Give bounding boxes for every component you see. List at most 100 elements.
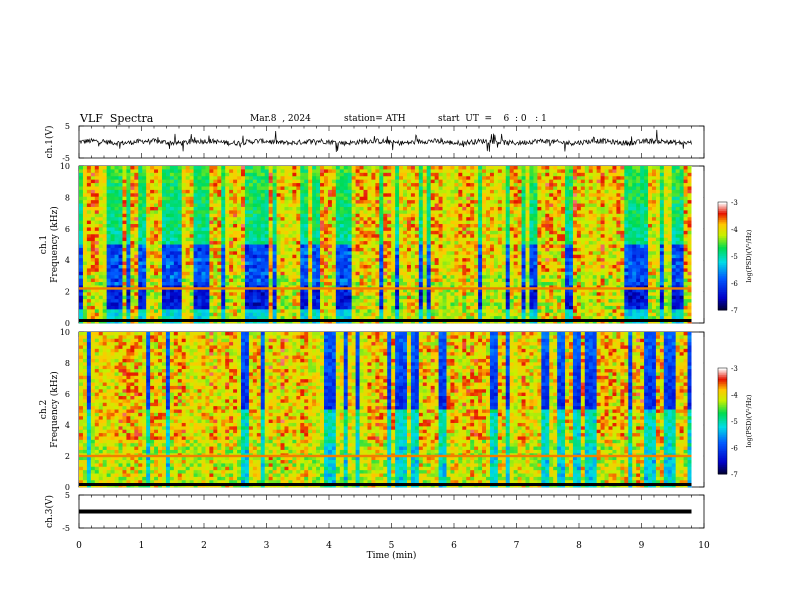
heat-cell (446, 186, 451, 191)
heat-cell (213, 275, 218, 280)
heat-cell (324, 203, 329, 208)
heat-cell (79, 186, 84, 191)
heat-cell (244, 271, 250, 276)
heat-cell (422, 278, 428, 283)
heat-cell (410, 299, 416, 303)
heat-cell (403, 224, 408, 228)
heat-cell (248, 302, 254, 307)
heat-cell (442, 275, 447, 280)
heat-cell (82, 196, 88, 201)
heat-cell (177, 258, 183, 262)
heat-cell (106, 312, 112, 317)
heat-cell (320, 312, 325, 317)
heat-cell (371, 200, 376, 204)
heat-cell (466, 309, 471, 314)
heat-cell (474, 166, 479, 170)
heat-cell (118, 244, 123, 249)
heat-cell (138, 186, 143, 191)
heat-cell (138, 305, 143, 310)
heat-cell (454, 220, 459, 225)
heat-cell (134, 305, 139, 310)
heat-cell (296, 176, 301, 181)
heat-cell (426, 203, 432, 208)
heat-cell (387, 193, 392, 198)
heat-cell (391, 196, 396, 201)
heat-cell (106, 189, 112, 194)
heat-cell (82, 292, 88, 297)
heat-cell (462, 217, 467, 222)
heat-cell (399, 268, 404, 273)
heat-cell (154, 264, 159, 269)
heat-cell (442, 227, 447, 232)
heat-cell (320, 258, 325, 262)
heat-cell (399, 316, 404, 320)
heat-cell (363, 200, 368, 204)
heat-cell (284, 271, 289, 276)
heat-cell (347, 295, 353, 300)
heat-cell (264, 237, 270, 242)
heat-cell (102, 200, 108, 204)
heat-cell (320, 241, 325, 245)
heat-cell (94, 299, 100, 303)
heat-cell (201, 278, 206, 283)
heat-cell (470, 183, 475, 187)
heat-cell (181, 210, 187, 215)
heat-cell (379, 299, 384, 303)
heat-cell (154, 316, 159, 320)
heat-cell (209, 206, 214, 211)
heat-cell (371, 254, 376, 259)
heat-cell (130, 220, 135, 225)
heat-cell (142, 316, 147, 320)
heat-cell (446, 247, 451, 252)
heat-cell (339, 258, 345, 262)
heat-cell (82, 172, 88, 177)
heat-cell (478, 302, 483, 307)
heat-cell (347, 305, 353, 310)
heat-cell (256, 254, 262, 259)
heat-cell (90, 169, 96, 174)
heat-cell (442, 305, 447, 310)
heat-cell (158, 295, 163, 300)
heat-cell (379, 234, 384, 239)
heat-cell (470, 247, 475, 252)
heat-cell (213, 241, 218, 245)
heat-cell (434, 213, 439, 218)
heat-cell (312, 220, 317, 225)
heat-cell (339, 251, 345, 256)
heat-cell (201, 203, 206, 208)
heat-cell (331, 206, 337, 211)
heat-cell (244, 172, 250, 177)
heat-cell (276, 189, 281, 194)
heat-cell (288, 186, 293, 191)
heat-cell (339, 176, 345, 181)
heat-cell (296, 206, 301, 211)
heat-cell (197, 224, 202, 228)
heat-cell (434, 172, 439, 177)
heat-cell (82, 264, 88, 269)
heat-cell (94, 292, 100, 297)
heat-cell (201, 305, 206, 310)
heat-cell (154, 271, 159, 276)
heat-cell (288, 200, 293, 204)
heat-cell (134, 302, 139, 307)
heat-cell (387, 189, 392, 194)
heat-cell (320, 179, 325, 184)
heat-cell (327, 241, 333, 245)
heat-cell (304, 251, 309, 256)
heat-cell (418, 251, 424, 256)
heat-cell (233, 203, 238, 208)
heat-cell (197, 213, 202, 218)
heat-cell (138, 234, 143, 239)
heat-cell (79, 302, 84, 307)
heat-cell (391, 210, 396, 215)
heat-cell (158, 210, 163, 215)
heat-cell (312, 193, 317, 198)
heat-cell (430, 186, 436, 191)
heat-cell (86, 196, 92, 201)
heat-cell (410, 316, 416, 320)
heat-cell (185, 220, 191, 225)
heat-cell (217, 217, 222, 222)
heat-cell (173, 193, 179, 198)
heat-cell (201, 271, 206, 276)
heat-cell (185, 316, 191, 320)
